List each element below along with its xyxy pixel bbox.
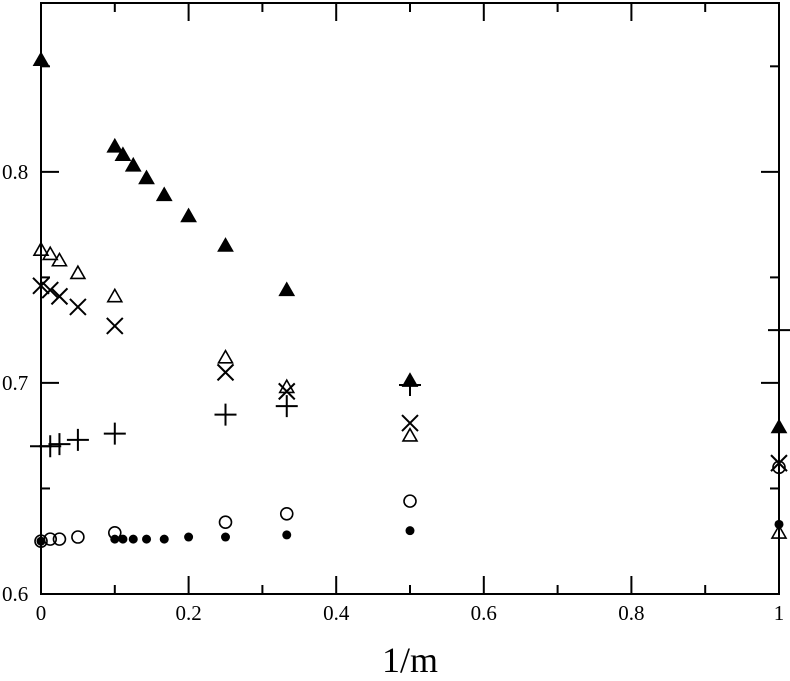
x-tick-labels: 0 0.2 0.4 0.6 0.8 1 <box>36 601 785 625</box>
data-markers <box>30 51 790 549</box>
open-circle-marker <box>52 532 67 546</box>
y-tick-label: 0.8 <box>2 160 28 184</box>
open-triangle-marker <box>41 245 59 261</box>
filled-triangle-marker <box>217 237 234 252</box>
filled-circle-marker <box>774 519 784 529</box>
filled-triangle-marker <box>124 156 142 172</box>
plus-marker <box>275 395 298 418</box>
plus-marker <box>39 435 62 458</box>
x-tick-label: 0 <box>36 601 47 625</box>
filled-circle-marker <box>221 532 230 542</box>
filled-triangle-marker <box>180 207 197 223</box>
cross-marker <box>216 363 235 382</box>
open-triangle-marker <box>69 264 87 280</box>
x-tick-label: 1 <box>774 601 785 625</box>
filled-triangle-marker <box>278 281 296 297</box>
plus-marker <box>66 428 89 451</box>
open-triangle-marker <box>401 427 419 442</box>
filled-triangle-marker <box>138 169 155 185</box>
plus-marker <box>103 422 126 445</box>
filled-triangle-marker <box>106 137 124 153</box>
filled-circle-marker <box>282 530 292 540</box>
open-triangle-marker <box>51 251 68 267</box>
filled-circle-marker <box>405 526 415 536</box>
cross-marker <box>278 382 296 401</box>
open-triangle-marker <box>106 287 124 303</box>
cross-marker <box>69 298 87 316</box>
filled-circle-marker <box>118 534 128 544</box>
x-tick-label: 0.8 <box>618 601 644 625</box>
cross-marker <box>41 281 59 299</box>
y-tick-label: 0.6 <box>2 582 28 606</box>
cross-marker <box>32 277 50 295</box>
open-circle-marker <box>772 460 786 475</box>
open-circle-marker <box>71 530 85 544</box>
open-triangle-marker <box>217 348 234 364</box>
cross-marker <box>106 317 124 335</box>
x-axis-title: 1/m <box>382 640 438 680</box>
cross-marker <box>401 414 419 432</box>
open-circle-marker <box>34 534 48 549</box>
filled-triangle-marker <box>32 51 50 67</box>
filled-triangle-marker <box>114 146 132 162</box>
plus-marker <box>214 403 237 426</box>
filled-triangle-marker <box>155 186 173 202</box>
filled-circle-marker <box>142 534 152 544</box>
x-tick-label: 0.6 <box>471 601 497 625</box>
cross-marker <box>50 287 69 306</box>
open-triangle-marker <box>32 241 50 257</box>
filled-circle-marker <box>159 534 169 544</box>
x-tick-label: 0.2 <box>175 601 201 625</box>
plus-marker <box>399 374 421 397</box>
y-tick-labels: 0.6 0.7 0.8 <box>2 160 28 606</box>
y-tick-label: 0.7 <box>2 371 28 395</box>
open-circle-marker <box>403 494 417 508</box>
x-tick-label: 0.4 <box>323 601 350 625</box>
plus-marker <box>768 319 790 342</box>
filled-circle-marker <box>184 532 194 542</box>
filled-circle-marker <box>110 534 120 544</box>
plus-marker <box>48 433 71 456</box>
open-circle-marker <box>279 506 294 521</box>
axis-ticks <box>40 3 780 595</box>
filled-circle-marker <box>128 534 138 544</box>
open-circle-marker <box>218 515 233 530</box>
filled-triangle-marker <box>770 418 788 434</box>
plot-frame <box>40 2 780 595</box>
open-triangle-marker <box>770 524 788 539</box>
filled-circle-marker <box>36 536 46 546</box>
